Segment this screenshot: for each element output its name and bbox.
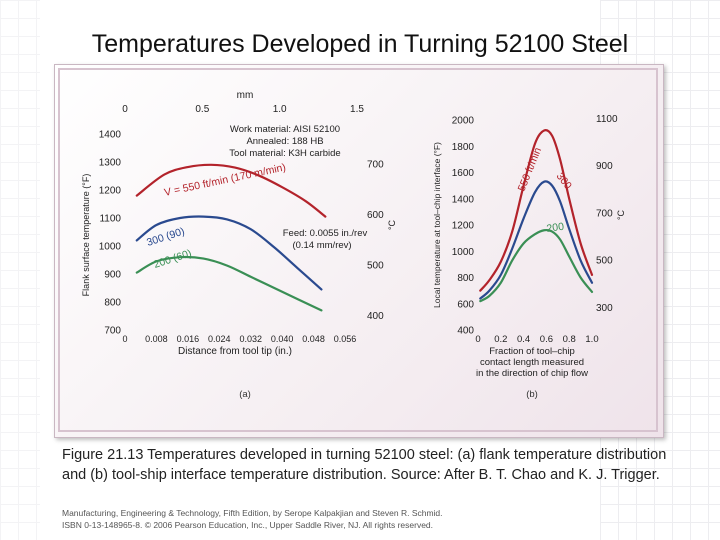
y-tick-label-b: 2000	[452, 116, 475, 127]
credits: Manufacturing, Engineering & Technology,…	[62, 507, 622, 531]
y-tick-label-b: 1800	[452, 142, 475, 153]
y-tick-label-a: 800	[104, 298, 121, 309]
credit-line-2: ISBN 0-13-148965-8. © 2006 Pearson Educa…	[62, 520, 434, 530]
x-axis-label-b: in the direction of chip flow	[476, 368, 588, 379]
x-tick-label-a: 0.032	[239, 334, 262, 344]
x-tick-label-a: 0.024	[208, 334, 231, 344]
y-tick-label-b: 1400	[452, 194, 475, 205]
y2-axis-label-b: °C	[616, 209, 626, 220]
y-tick-label-a: 1200	[99, 186, 122, 197]
x-axis-label-b: contact length measured	[480, 357, 584, 368]
x2-axis-label-a: mm	[237, 90, 254, 101]
series-line-b-1	[479, 180, 594, 300]
figure-caption: Figure 21.13 Temperatures developed in t…	[62, 447, 667, 483]
series-label-b-1: 300	[554, 170, 574, 191]
y2-tick-label-a: 400	[367, 311, 384, 322]
y2-axis-label-a: °C	[387, 219, 397, 230]
x2-tick-label-a: 1.0	[273, 104, 287, 115]
x-axis-label-a: Distance from tool tip (in.)	[178, 346, 292, 357]
x-tick-label-a: 0.016	[177, 334, 200, 344]
annotation-text-a: Tool material: K3H carbide	[229, 148, 340, 159]
y2-tick-label-b: 700	[596, 208, 613, 219]
x-tick-label-b: 1.0	[585, 334, 598, 345]
x-tick-label-b: 0.4	[517, 334, 530, 345]
series-label-b-2: 200	[546, 221, 565, 235]
series-line-a-0	[135, 163, 327, 218]
panel-label-b: (b)	[526, 389, 538, 400]
panel-label-a: (a)	[239, 389, 251, 400]
credit-line-1: Manufacturing, Engineering & Technology,…	[62, 508, 443, 518]
annotation-text-a: Work material: AISI 52100	[230, 124, 340, 135]
x-tick-label-b: 0.8	[563, 334, 576, 345]
y-axis-label-a: Flank surface temperature (°F)	[81, 174, 91, 297]
x2-tick-label-a: 0.5	[195, 104, 209, 115]
x2-tick-label-a: 1.5	[350, 104, 364, 115]
figure-frame	[58, 68, 658, 432]
background-grid-left	[0, 0, 40, 540]
y-tick-label-a: 1100	[99, 214, 121, 225]
series-line-a-2	[135, 255, 323, 312]
x-tick-label-b: 0.2	[494, 334, 507, 345]
y-tick-label-b: 400	[457, 326, 474, 337]
y-tick-label-a: 1300	[99, 158, 122, 169]
x-axis-label-b: Fraction of tool–chip	[489, 346, 575, 357]
y2-tick-label-b: 300	[596, 303, 613, 314]
y-tick-label-b: 1200	[452, 221, 475, 232]
y2-tick-label-b: 1100	[596, 114, 618, 125]
y2-tick-label-b: 900	[596, 161, 613, 172]
figure-panel	[54, 64, 664, 438]
y2-tick-label-b: 500	[596, 256, 613, 267]
x-tick-label-a: 0.056	[334, 334, 357, 344]
annotation-text-a: Annealed: 188 HB	[246, 136, 323, 147]
x-tick-label-b: 0	[475, 334, 480, 345]
annotation-text-a: (0.14 mm/rev)	[292, 240, 351, 251]
y-tick-label-a: 1000	[99, 242, 122, 253]
y2-tick-label-a: 500	[367, 261, 384, 272]
x-tick-label-a: 0.048	[302, 334, 325, 344]
series-label-a-2: 200 (60)	[152, 247, 193, 270]
y-tick-label-b: 600	[457, 299, 474, 310]
series-line-b-2	[479, 228, 594, 303]
x-tick-label-a: 0.040	[271, 334, 294, 344]
y-tick-label-b: 800	[457, 273, 474, 284]
y-axis-label-b: Local temperature at tool–chip interface…	[432, 142, 442, 308]
y2-tick-label-a: 600	[367, 210, 384, 221]
x-tick-label-a: 0.008	[145, 334, 168, 344]
y-tick-label-a: 1400	[99, 130, 122, 141]
x2-tick-label-a: 0	[122, 104, 128, 115]
y2-tick-label-a: 700	[367, 160, 384, 171]
y-tick-label-b: 1000	[452, 247, 475, 258]
series-line-a-1	[135, 215, 323, 291]
y-tick-label-b: 1600	[452, 168, 475, 179]
x-tick-label-a: 0	[122, 334, 127, 344]
series-line-b-0	[479, 128, 594, 292]
y-tick-label-a: 900	[104, 270, 121, 281]
annotation-text-a: Feed: 0.0055 in./rev	[283, 228, 368, 239]
y-tick-label-a: 700	[104, 326, 121, 337]
x-tick-label-b: 0.6	[540, 334, 553, 345]
slide-title: Temperatures Developed in Turning 52100 …	[91, 30, 629, 58]
